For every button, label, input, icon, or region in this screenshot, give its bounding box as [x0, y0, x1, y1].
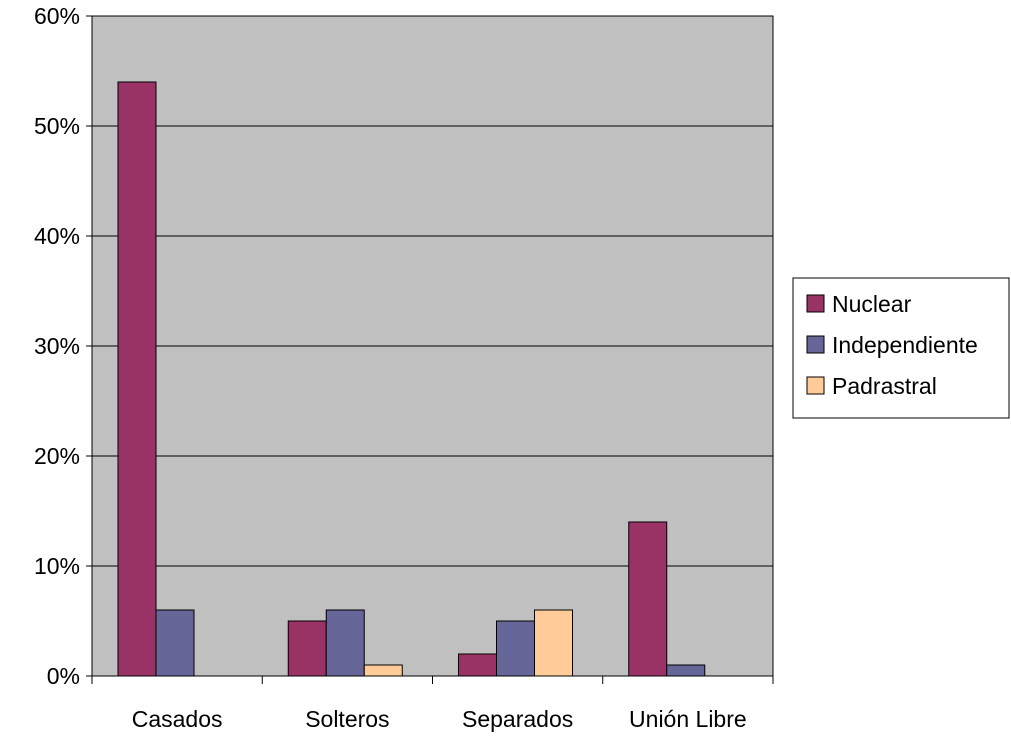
legend: Nuclear Independiente Padrastral [792, 277, 1010, 419]
bar-padrastral-solteros [363, 664, 403, 677]
legend-swatch-nuclear [806, 294, 825, 313]
bar-nuclear-unión-libre [628, 521, 668, 677]
y-tick-label: 30% [34, 333, 80, 359]
y-tick-label: 20% [34, 443, 80, 469]
y-tick-label: 40% [34, 223, 80, 249]
bar-nuclear-solteros [287, 620, 327, 677]
legend-swatch-independiente [806, 335, 825, 354]
x-tick-label: Separados [462, 706, 573, 732]
y-tick-label: 50% [34, 113, 80, 139]
y-tick-label: 10% [34, 553, 80, 579]
bar-independiente-casados [155, 609, 195, 677]
bar-nuclear-separados [458, 653, 497, 677]
y-tick-label: 0% [47, 663, 80, 689]
x-ticks: Casados Solteros Separados Unión Libre [91, 676, 774, 732]
bar-padrastral-separados [534, 609, 573, 677]
x-tick-label: Solteros [305, 706, 389, 732]
y-tick-label: 60% [34, 3, 80, 29]
legend-box [792, 277, 1010, 419]
legend-label-nuclear: Nuclear [832, 291, 912, 317]
x-tick-label: Casados [132, 706, 223, 732]
bar-independiente-separados [496, 620, 535, 677]
legend-label-padrastral: Padrastral [832, 373, 937, 399]
x-tick-label: Unión Libre [629, 706, 747, 732]
bars [117, 81, 706, 677]
legend-swatch-padrastral [806, 376, 825, 395]
y-ticks: 0% 10% 20% 30% 40% 50% 60% [34, 3, 92, 689]
legend-label-independiente: Independiente [832, 332, 978, 358]
bar-independiente-solteros [325, 609, 365, 677]
bar-nuclear-casados [117, 81, 157, 677]
bar-independiente-unión-libre [666, 664, 706, 677]
